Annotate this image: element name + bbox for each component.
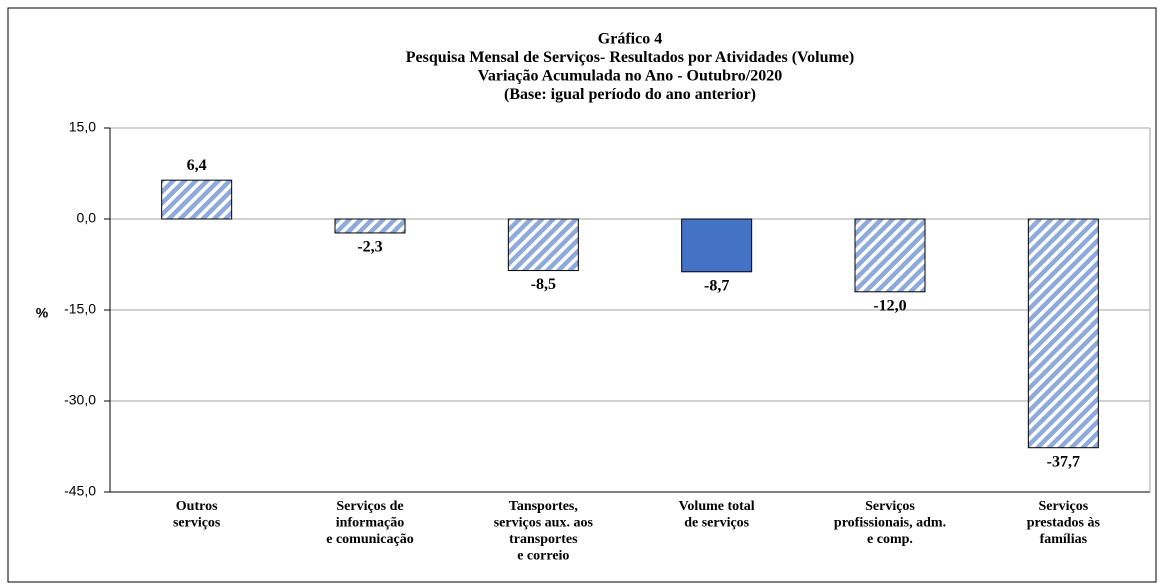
bar: [1027, 218, 1099, 449]
x-tick-label: Tansportes,: [509, 499, 578, 514]
x-tick-label: prestados às: [1027, 516, 1101, 531]
x-tick-label: Outros: [176, 499, 218, 514]
bar: [681, 218, 753, 273]
x-tick-label: profissionais, adm.: [834, 516, 946, 531]
y-tick-label: -15,0: [64, 301, 96, 317]
y-axis-label: %: [36, 305, 49, 321]
value-label: -2,3: [357, 239, 382, 256]
x-tick-label: e comunicação: [326, 532, 413, 547]
bar: [161, 179, 233, 220]
value-label: 6,4: [187, 157, 207, 174]
y-tick-label: -30,0: [64, 392, 96, 408]
x-tick-label: Serviços: [865, 499, 915, 514]
chart-title: Gráfico 4: [598, 31, 662, 48]
bar: [854, 218, 926, 293]
x-tick-label: famílias: [1040, 532, 1088, 547]
value-label: -37,7: [1047, 453, 1080, 470]
bar: [334, 218, 406, 234]
chart-title: Pesquisa Mensal de Serviços- Resultados …: [406, 49, 854, 66]
x-tick-label: e comp.: [867, 532, 913, 547]
value-label: -8,7: [704, 277, 729, 294]
value-label: -12,0: [873, 297, 906, 314]
y-tick-label: 0,0: [77, 210, 97, 226]
y-tick-label: 15,0: [69, 119, 96, 135]
y-tick-label: -45,0: [64, 483, 96, 499]
chart-title: Variação Acumulada no Ano - Outubro/2020: [478, 68, 783, 85]
x-tick-label: de serviços: [684, 516, 749, 531]
x-tick-label: serviços: [173, 516, 221, 531]
x-tick-label: Serviços de: [336, 499, 403, 514]
x-tick-label: informação: [336, 516, 404, 531]
x-tick-label: transportes: [509, 532, 578, 547]
x-tick-label: Volume total: [679, 499, 755, 514]
chart-title: (Base: igual período do ano anterior): [504, 86, 756, 103]
value-label: -8,5: [531, 276, 556, 293]
frame: [7, 7, 1157, 583]
x-tick-label: e correio: [517, 549, 569, 564]
bar: [507, 218, 579, 272]
x-tick-label: serviços aux. aos: [494, 516, 594, 531]
x-tick-label: Serviços: [1038, 499, 1088, 514]
